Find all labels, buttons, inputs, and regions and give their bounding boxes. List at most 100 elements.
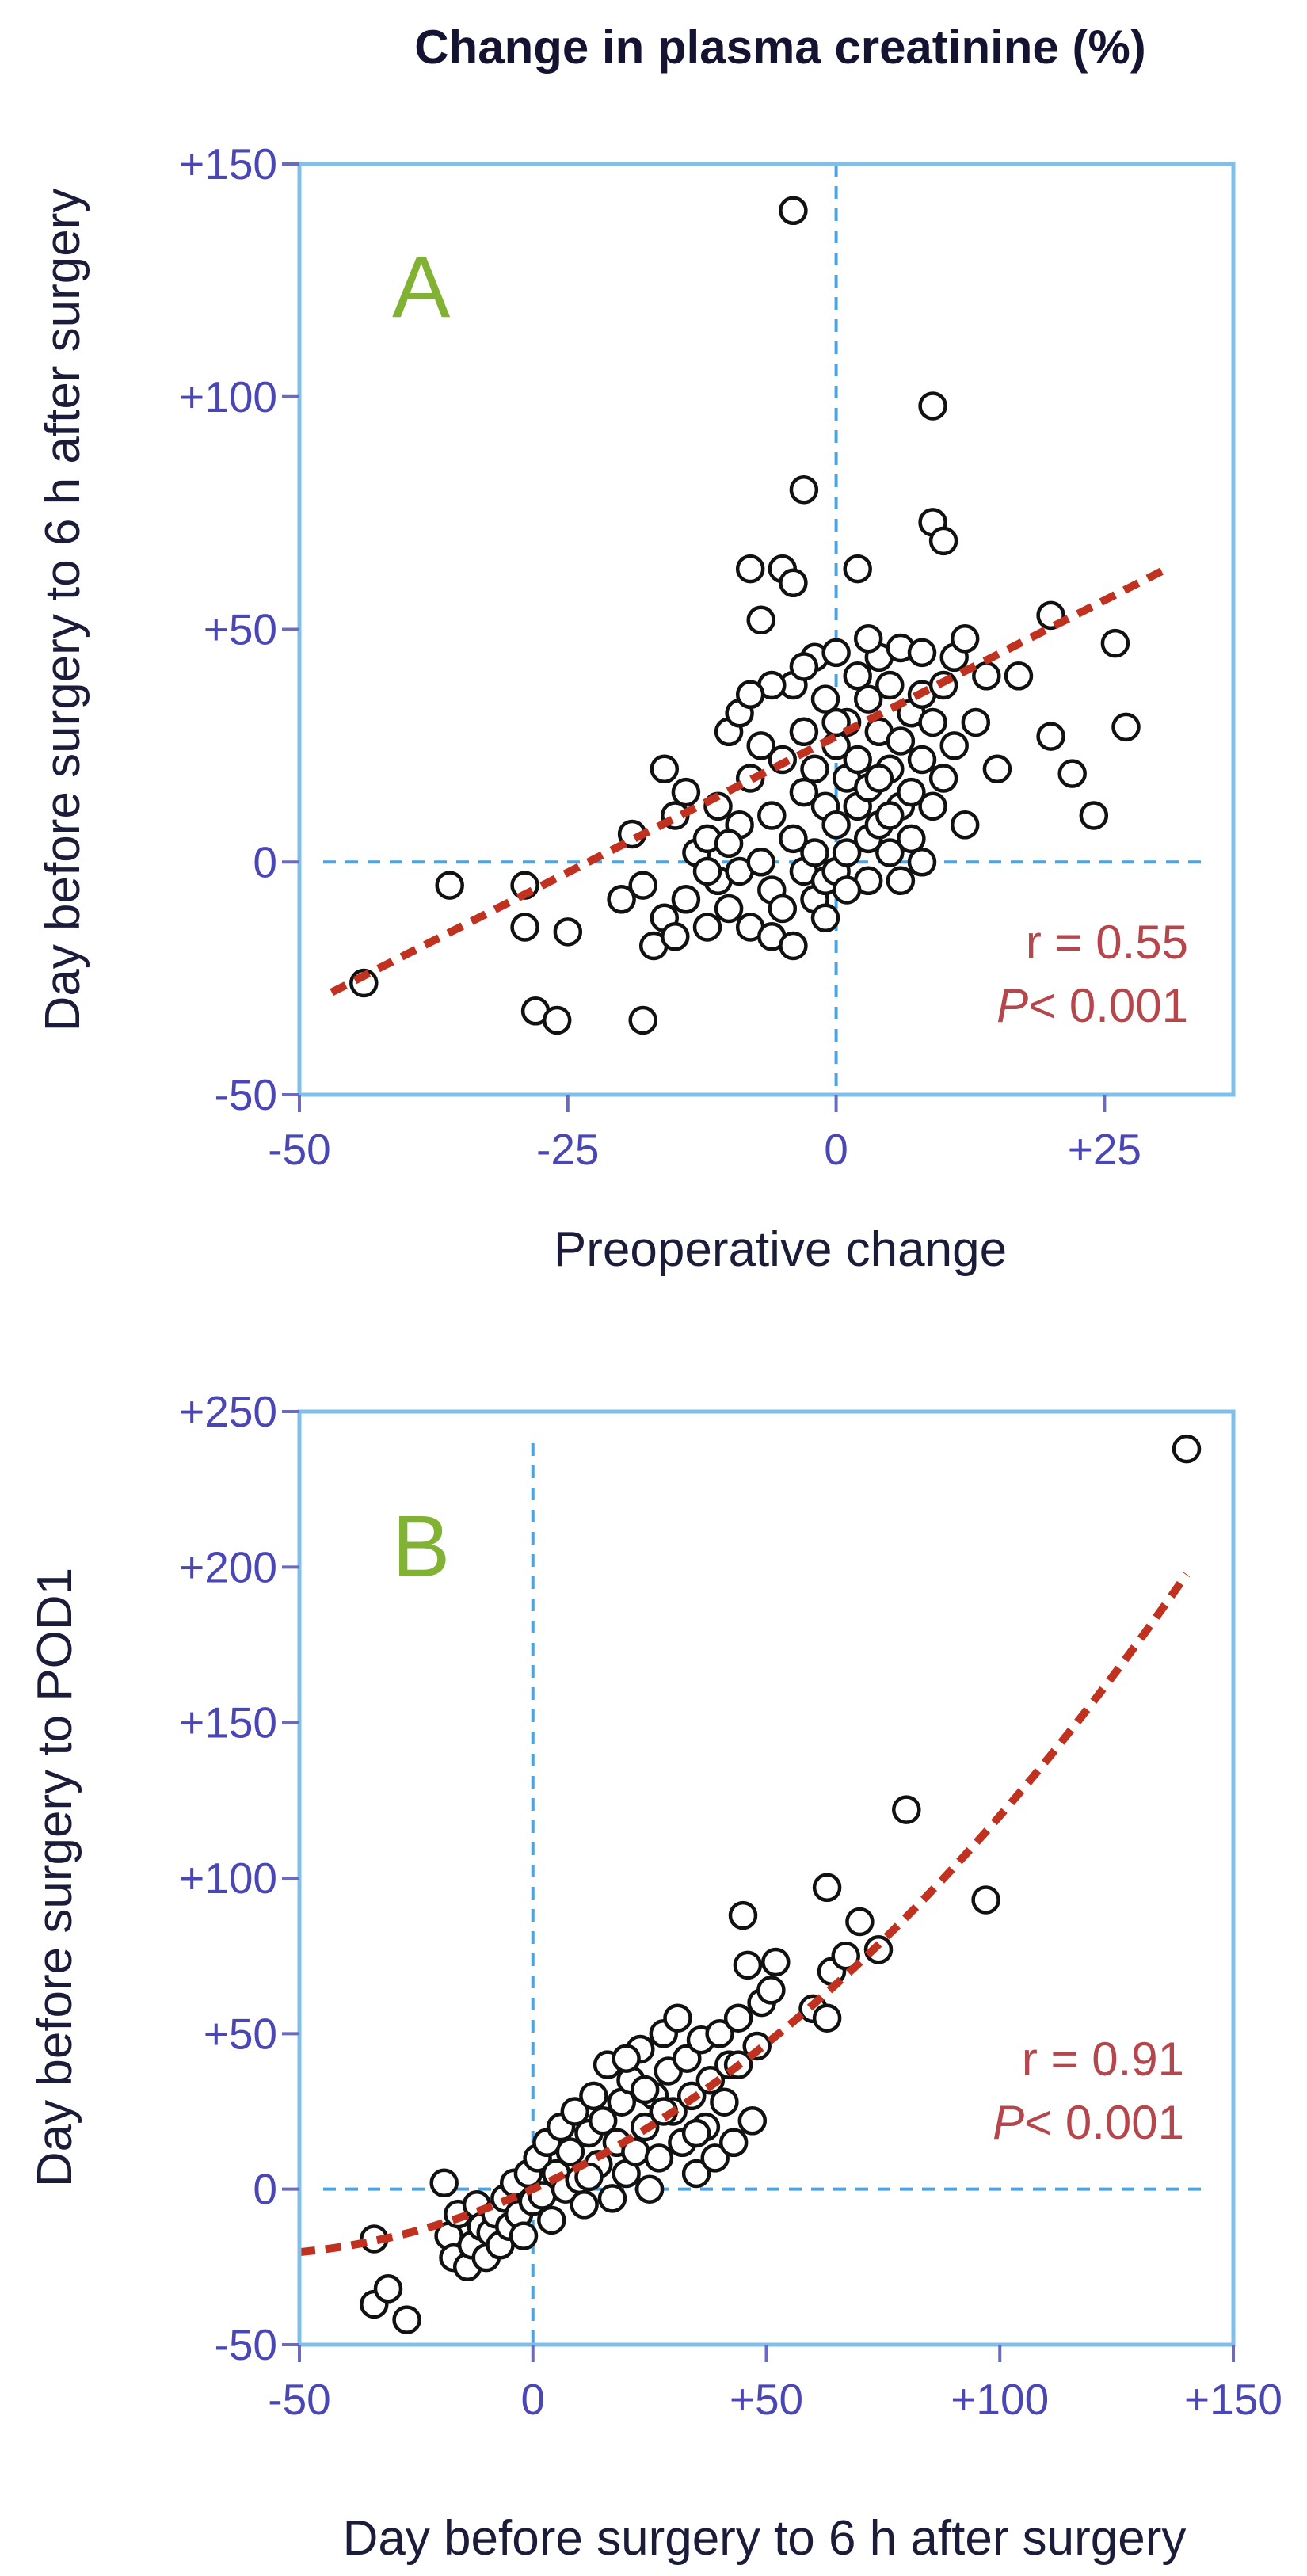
panel-b-y-tick-label: +50 xyxy=(204,2009,277,2058)
panel-a-x-axis-label: Preoperative change xyxy=(554,1222,1007,1277)
panel-a-point xyxy=(800,754,829,784)
panel-a-point xyxy=(607,885,636,914)
panel-a-point xyxy=(735,764,765,793)
panel-a-point xyxy=(832,875,862,905)
panel-a-point xyxy=(671,777,701,807)
panel-a-point xyxy=(843,745,872,775)
panel-a-point xyxy=(961,707,991,737)
panel-a-point xyxy=(746,731,775,760)
panel-a-point xyxy=(864,764,894,793)
panel-a-point xyxy=(918,791,947,821)
panel-b-point xyxy=(429,2168,459,2198)
panel-a-point xyxy=(928,526,958,556)
panel-a-y-axis-label: Day before surgery to 6 h after surgery xyxy=(36,189,90,1032)
panel-b-point xyxy=(392,2305,421,2334)
panel-a-point xyxy=(875,670,905,700)
panel-b-y-tick-label: -50 xyxy=(215,2320,278,2369)
panel-a-point xyxy=(918,391,947,421)
panel-b-y-axis-label: Day before surgery to POD1 xyxy=(28,1568,82,2187)
panel-a-point xyxy=(821,707,851,737)
panel-a-point xyxy=(553,917,583,947)
panel-b: -50 0 +50 +100 +150 +200 +250 -50 0 +50 +100 +150 B… xyxy=(28,1387,1282,2566)
panel-a-y-tick-label: +150 xyxy=(179,139,277,189)
panel-b-y-tick-label: +200 xyxy=(179,1542,277,1591)
panel-a-point xyxy=(853,624,883,654)
panel-a-point xyxy=(628,1005,657,1035)
panel-b-point xyxy=(737,2106,768,2136)
panel-a-point xyxy=(714,829,744,859)
panel-b-point xyxy=(681,2118,711,2148)
panel-a-point xyxy=(650,754,680,784)
panel-a-point xyxy=(779,824,808,854)
panel-b-point xyxy=(812,2003,842,2033)
panel-a-point xyxy=(746,605,775,635)
panel-b-p-letter: P xyxy=(993,2096,1024,2149)
panel-b-point xyxy=(831,1941,860,1971)
panel-a-y-tick-label: -50 xyxy=(215,1070,278,1119)
panel-a-point xyxy=(757,801,787,830)
panel-b-point xyxy=(644,2143,674,2173)
panel-a-point xyxy=(661,922,690,951)
panel-a-point xyxy=(897,824,926,854)
panel-b-x-tick-label: +50 xyxy=(730,2375,803,2424)
panel-b-point xyxy=(579,2081,608,2111)
panel-a-y-tick-label: +50 xyxy=(204,605,277,654)
panel-a-p-text: < 0.001 xyxy=(1028,979,1188,1032)
panel-b-x-tick-label: +100 xyxy=(951,2375,1049,2424)
panel-a-point xyxy=(692,913,722,942)
panel-b-x-tick-label: +150 xyxy=(1184,2375,1282,2424)
panel-b-point xyxy=(892,1795,921,1824)
panel-a-point xyxy=(779,931,808,961)
panel-a-point xyxy=(821,810,851,840)
panel-b-points xyxy=(360,1434,1202,2334)
panel-b-point xyxy=(705,2019,734,2048)
panel-a-point xyxy=(510,913,539,942)
panel-b-point xyxy=(634,2174,665,2204)
panel-b-point xyxy=(588,2106,618,2136)
panel-a-point xyxy=(972,661,1001,691)
panel-a-p-value: P< 0.001 xyxy=(996,979,1188,1032)
panel-b-point xyxy=(812,1873,842,1903)
panel-b-p-text: < 0.001 xyxy=(1024,2096,1184,2149)
panel-a-point xyxy=(789,652,819,681)
panel-a-point xyxy=(1036,722,1065,751)
panel-a-point xyxy=(1079,801,1109,830)
panel-a-point xyxy=(875,801,905,830)
panel-b-point xyxy=(673,2044,702,2073)
panel-a: -50 0 +50 +100 +150 -50 -25 0 +25 A r = 0.55 P< … xyxy=(36,139,1236,1277)
panel-a-point xyxy=(821,638,851,668)
panel-a-y-tick-label: 0 xyxy=(253,837,277,886)
panel-b-point xyxy=(373,2274,403,2304)
panel-a-x-tick-label: -25 xyxy=(536,1125,600,1174)
panel-a-point xyxy=(1100,628,1130,658)
panel-b-point xyxy=(574,2162,604,2192)
panel-b-point xyxy=(700,2143,730,2173)
panel-b-point xyxy=(630,2075,660,2105)
panel-b-point xyxy=(570,2190,599,2220)
panel-a-point xyxy=(735,554,765,584)
panel-b-x-tick-label: -50 xyxy=(268,2375,331,2424)
panel-a-point xyxy=(832,838,862,867)
panel-b-point xyxy=(597,2184,627,2213)
panel-a-point xyxy=(746,848,775,877)
panel-a-point xyxy=(950,810,980,840)
panel-b-point xyxy=(733,1950,763,1980)
panel-a-point xyxy=(886,726,916,756)
panel-b-point xyxy=(723,2003,753,2033)
panel-a-x-tick-label: -50 xyxy=(268,1125,331,1174)
panel-a-point xyxy=(907,745,937,775)
panel-b-label: B xyxy=(392,1498,450,1595)
panel-b-point xyxy=(845,1907,875,1937)
panel-a-point xyxy=(886,866,916,896)
panel-a-point xyxy=(897,777,926,807)
panel-a-point xyxy=(1057,759,1087,788)
panel-a-point xyxy=(435,871,464,900)
panel-b-point xyxy=(971,1885,1000,1915)
panel-a-point xyxy=(542,1005,572,1035)
panel-b-point xyxy=(710,2087,739,2117)
panel-a-point xyxy=(735,680,765,710)
panel-a-point xyxy=(628,871,657,900)
panel-b-point xyxy=(555,2137,585,2166)
panel-b-point xyxy=(509,2221,539,2250)
